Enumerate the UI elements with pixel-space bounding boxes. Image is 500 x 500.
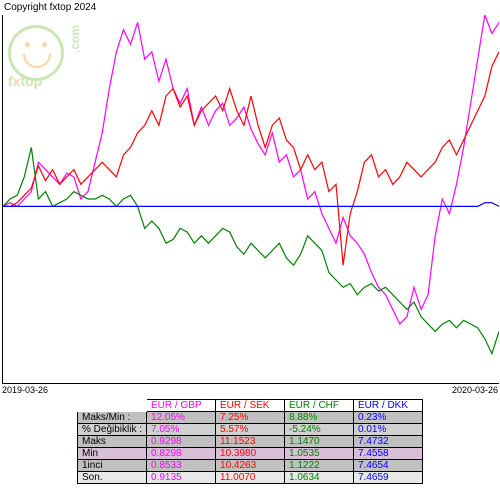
table-row: % Değibiklik :7.05%5.57%-5.24%0.01%	[77, 424, 422, 436]
table-cell: 0.01%	[354, 424, 423, 436]
table-header-cell: EUR / DKK	[354, 400, 423, 412]
table-cell: 7.4654	[354, 460, 423, 472]
table-cell: 0.9298	[147, 436, 216, 448]
series-line	[3, 15, 499, 324]
table-header-cell	[77, 400, 146, 412]
table-cell: 12.05%	[147, 412, 216, 424]
row-label: Min	[77, 448, 146, 460]
table-cell: 0.8298	[147, 448, 216, 460]
table-cell: 7.25%	[216, 412, 285, 424]
table-cell: 0.23%	[354, 412, 423, 424]
table-header-cell: EUR / CHF	[285, 400, 354, 412]
table-header-cell: EUR / GBP	[147, 400, 216, 412]
table-cell: 0.8533	[147, 460, 216, 472]
row-label: 1inci	[77, 460, 146, 472]
series-line	[3, 148, 499, 354]
table-row: Min0.829810.39801.05357.4558	[77, 448, 422, 460]
table-cell: 7.4659	[354, 472, 423, 484]
row-label: Son.	[77, 472, 146, 484]
x-axis-labels: 2019-03-26 2020-03-26	[0, 384, 500, 399]
table-row: Maks0.929811.15231.14707.4732	[77, 436, 422, 448]
table-row: 1inci0.853310.42631.12227.4654	[77, 460, 422, 472]
row-label: % Değibiklik :	[77, 424, 146, 436]
table-cell: 0.9135	[147, 472, 216, 484]
table-cell: 10.4263	[216, 460, 285, 472]
chart-area: .com fxtop	[2, 15, 499, 384]
table-cell: 8.88%	[285, 412, 354, 424]
table-cell: 1.1222	[285, 460, 354, 472]
table-row: Son.0.913511.00701.06347.4659	[77, 472, 422, 484]
table-header-cell: EUR / SEK	[216, 400, 285, 412]
series-line	[3, 52, 499, 265]
table-cell: 5.57%	[216, 424, 285, 436]
series-line	[3, 203, 499, 207]
chart-lines	[3, 15, 499, 383]
table-cell: 10.3980	[216, 448, 285, 460]
table-cell: 1.0535	[285, 448, 354, 460]
table-cell: -5.24%	[285, 424, 354, 436]
table-cell: 7.4732	[354, 436, 423, 448]
table-row: Maks/Min :12.05%7.25%8.88%0.23%	[77, 412, 422, 424]
table-cell: 1.1470	[285, 436, 354, 448]
table-header-row: EUR / GBPEUR / SEKEUR / CHFEUR / DKK	[77, 400, 422, 412]
row-label: Maks/Min :	[77, 412, 146, 424]
table-cell: 7.4558	[354, 448, 423, 460]
x-axis-end: 2020-03-26	[452, 385, 498, 395]
table-cell: 1.0634	[285, 472, 354, 484]
x-axis-start: 2019-03-26	[2, 385, 48, 395]
row-label: Maks	[77, 436, 146, 448]
copyright-text: Copyright fxtop 2024	[0, 0, 500, 15]
table-cell: 11.1523	[216, 436, 285, 448]
table-cell: 11.0070	[216, 472, 285, 484]
table-cell: 7.05%	[147, 424, 216, 436]
data-table: EUR / GBPEUR / SEKEUR / CHFEUR / DKK Mak…	[77, 399, 423, 484]
